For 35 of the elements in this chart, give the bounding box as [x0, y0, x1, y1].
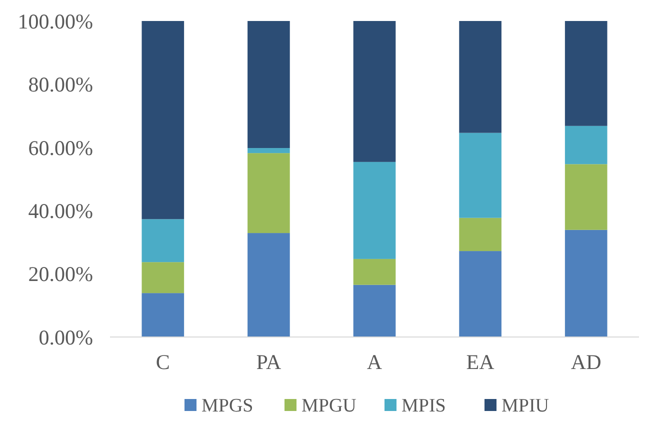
bar [142, 293, 184, 337]
bar [459, 251, 502, 337]
bar [248, 233, 290, 337]
bar [142, 219, 184, 262]
x-tick-label: PA [256, 350, 282, 374]
x-tick-label: A [366, 350, 383, 374]
y-tick-label: 100.00% [18, 9, 93, 34]
y-tick-label: 80.00% [28, 72, 93, 97]
bar [564, 21, 608, 126]
bar [564, 164, 608, 230]
x-tick-label: AD [570, 350, 602, 374]
bar [248, 153, 290, 234]
bar [564, 230, 608, 337]
y-tick-label: 40.00% [28, 198, 93, 223]
legend-label: MPGS [202, 396, 254, 417]
y-tick-label: 0.00% [38, 325, 93, 350]
bar [248, 21, 290, 148]
bar [142, 262, 184, 294]
legend-label: MPIU [502, 396, 550, 417]
y-tick-label: 60.00% [28, 136, 93, 160]
bar [353, 21, 396, 162]
bar [459, 218, 502, 252]
x-tick-label: EA [466, 350, 496, 374]
bar [353, 258, 396, 285]
bar [142, 21, 184, 220]
bar [459, 21, 502, 133]
legend-label: MPIS [402, 396, 446, 417]
bar [353, 162, 396, 259]
y-tick-label: 20.00% [28, 262, 93, 286]
bar [459, 132, 502, 218]
x-tick-label: C [156, 350, 170, 374]
legend-label: MPGU [302, 396, 357, 417]
bar [353, 284, 396, 337]
bar [564, 126, 608, 164]
bar [248, 148, 290, 154]
